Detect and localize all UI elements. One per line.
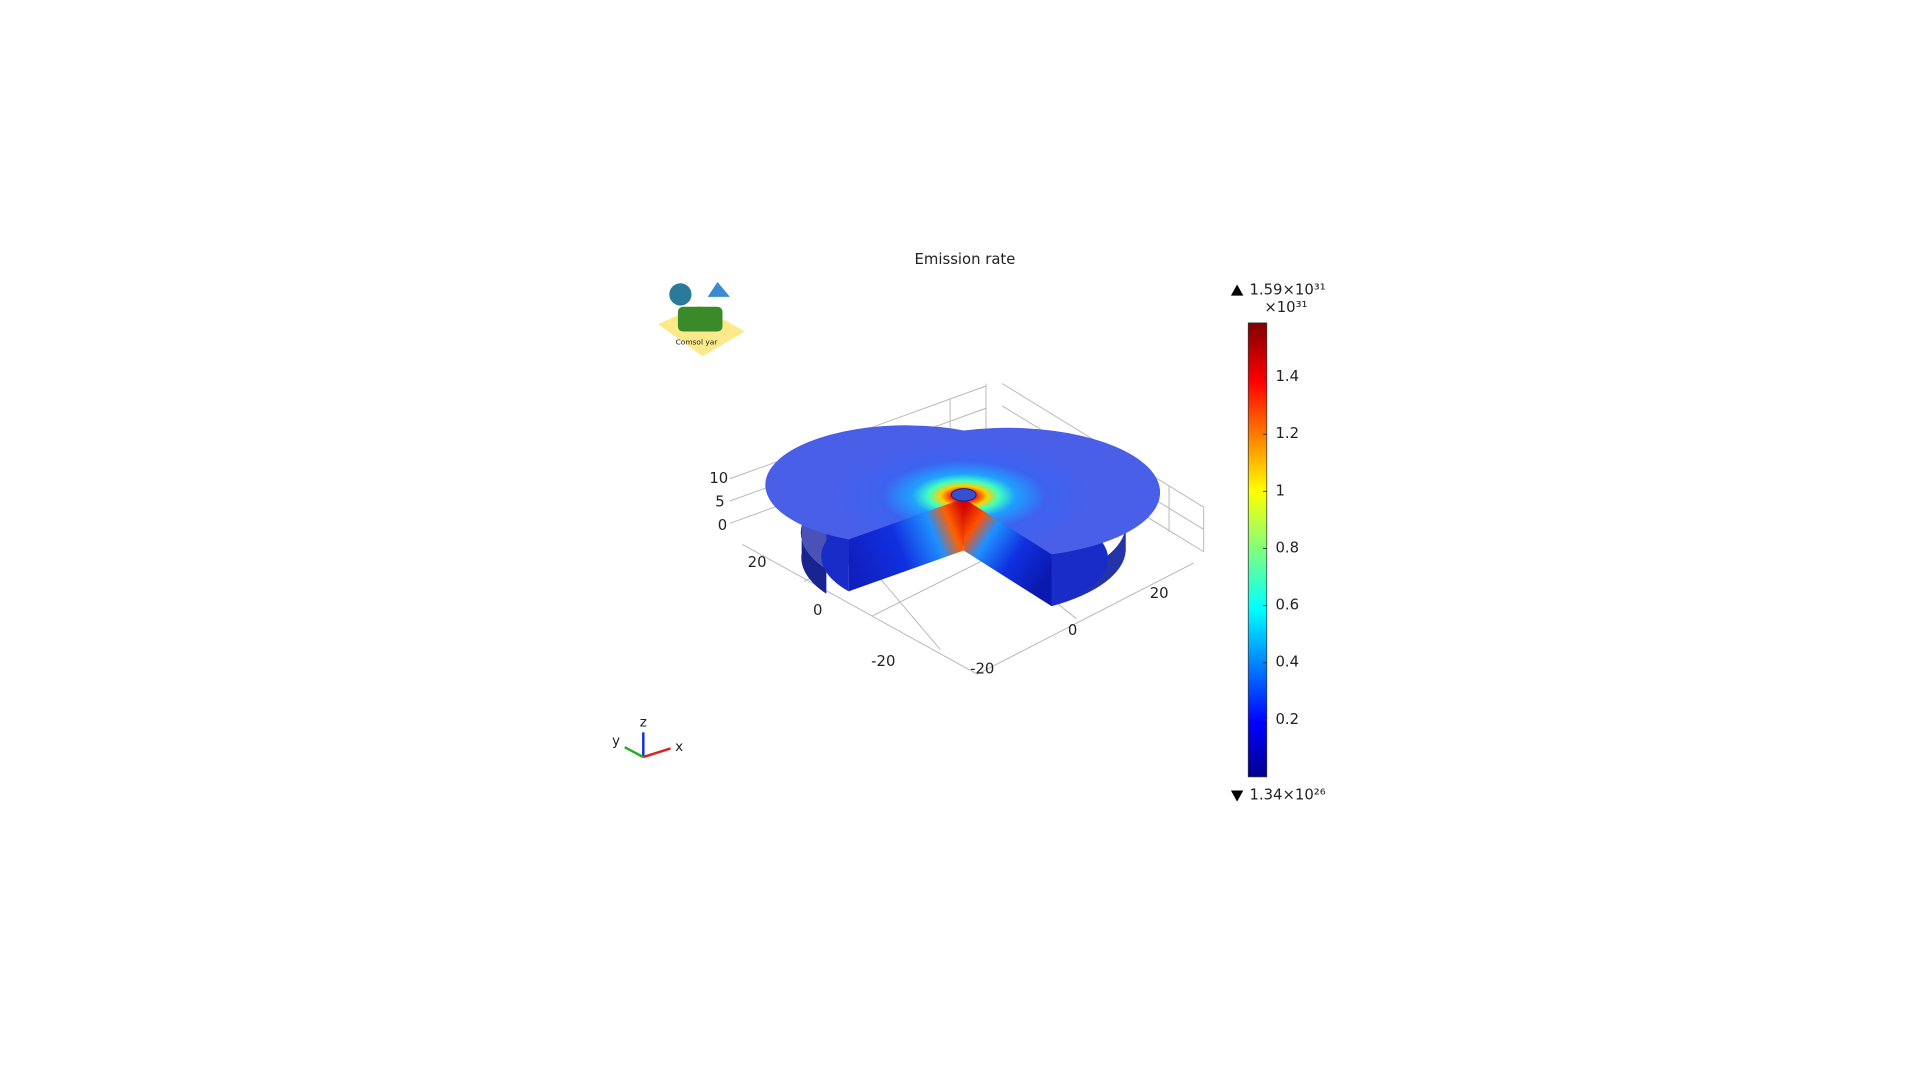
y-tick-label: 20 bbox=[748, 554, 767, 571]
x-tick-label: -20 bbox=[970, 660, 994, 677]
colorbar-tick-label: 1.2 bbox=[1275, 425, 1299, 442]
geometry bbox=[765, 425, 1161, 607]
flange-side bbox=[800, 525, 827, 594]
x-tick-label: 0 bbox=[1068, 622, 1077, 639]
z-tick-label: 5 bbox=[715, 493, 724, 510]
colorbar-scale-label: ×10³¹ bbox=[1264, 299, 1307, 316]
colorbar-tick-label: 1.4 bbox=[1275, 368, 1299, 385]
triad-label: y bbox=[612, 733, 620, 749]
logo-globe bbox=[669, 283, 692, 306]
x-tick-label: 20 bbox=[1150, 585, 1169, 602]
colorbar-max-label: 1.59×10³¹ bbox=[1249, 282, 1325, 299]
min-marker bbox=[1230, 790, 1244, 802]
triad-label: z bbox=[640, 714, 647, 730]
y-tick-label: -20 bbox=[871, 653, 895, 670]
colorbar-tick-label: 0.4 bbox=[1275, 654, 1299, 671]
cut-face-right bbox=[963, 498, 1052, 607]
max-marker bbox=[1230, 284, 1244, 296]
grid-line bbox=[742, 543, 978, 675]
colorbar-tick-label: 0.8 bbox=[1275, 539, 1299, 556]
disc-hole bbox=[950, 488, 977, 502]
logo-text: Comsol yar bbox=[676, 338, 719, 347]
logo-figure bbox=[677, 306, 723, 332]
z-tick-label: 0 bbox=[718, 517, 727, 534]
y-tick-label: 0 bbox=[813, 602, 822, 619]
z-tick-label: 10 bbox=[709, 470, 728, 487]
triad-label: x bbox=[675, 739, 683, 755]
logo: Comsol yar bbox=[658, 282, 745, 357]
triad bbox=[624, 732, 671, 759]
grid-line bbox=[977, 562, 1195, 675]
triad-y bbox=[624, 746, 644, 759]
colorbar-min-label: 1.34×10²⁶ bbox=[1249, 786, 1325, 803]
colorbar: 1.59×10³¹ ×10³¹ 1.34×10²⁶ bbox=[1230, 282, 1326, 803]
colorbar-tick-label: 1 bbox=[1275, 482, 1284, 499]
logo-shape bbox=[707, 282, 730, 297]
cut-face-left bbox=[848, 498, 964, 592]
disc-side-left bbox=[821, 488, 849, 592]
colorbar-tick-label: 0.2 bbox=[1275, 711, 1299, 728]
colorbar-gradient bbox=[1247, 322, 1268, 778]
scene: Emission rate Comsol yar bbox=[612, 251, 1326, 804]
colorbar-tick-label: 0.6 bbox=[1275, 597, 1299, 614]
chart-title: Emission rate bbox=[915, 251, 1016, 268]
triad-x bbox=[642, 747, 671, 759]
